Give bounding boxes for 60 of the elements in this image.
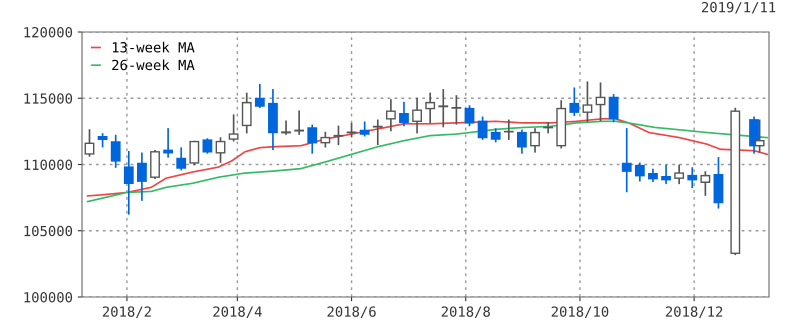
x-tick-label: 2018/4	[213, 306, 262, 318]
candlestick	[307, 124, 318, 154]
candlestick	[648, 168, 658, 182]
candlestick	[543, 122, 554, 134]
y-tick-label: 115000	[24, 93, 72, 104]
candlestick	[596, 82, 606, 122]
candlestick	[281, 120, 291, 135]
candlestick	[582, 81, 592, 122]
candlestick	[490, 128, 501, 142]
candlestick	[254, 84, 265, 108]
candlestick	[372, 120, 383, 146]
candlestick	[530, 128, 540, 153]
candlestick	[294, 110, 304, 135]
candlestick	[687, 167, 698, 188]
x-tick-label: 2018/8	[442, 306, 490, 318]
x-tick-label: 2018/10	[552, 306, 608, 318]
candlestick	[517, 130, 527, 154]
candlestick	[634, 162, 645, 182]
candlestick	[399, 102, 409, 126]
y-tick-label: 110000	[24, 160, 72, 170]
candlestick	[412, 98, 422, 134]
candlestick	[464, 105, 474, 126]
candlestick	[346, 122, 356, 138]
candlestick	[451, 95, 462, 125]
candlestick	[320, 132, 330, 148]
candlestick	[189, 140, 200, 166]
candlestick	[478, 116, 488, 140]
x-tick-label: 2018/6	[328, 306, 376, 318]
candlestick	[360, 122, 370, 136]
candlestick	[84, 129, 94, 157]
candlestick	[176, 147, 186, 170]
legend-label: 26-week MA	[112, 59, 195, 70]
candlestick	[425, 92, 436, 124]
x-tick-label: 2018/2	[102, 306, 151, 318]
candlestick	[334, 126, 344, 146]
y-tick-label: 120000	[24, 27, 72, 38]
candlestick	[202, 138, 212, 154]
candlestick	[124, 150, 134, 215]
candlestick	[110, 134, 121, 168]
candlestick	[608, 94, 619, 122]
y-tick-label: 100000	[24, 292, 72, 303]
candlestick	[216, 137, 226, 163]
candlestick	[163, 128, 174, 158]
legend-label: 13-week MA	[112, 42, 195, 53]
candlestick	[754, 120, 765, 153]
text: 2019/1/11	[702, 2, 776, 14]
candlestick	[386, 99, 396, 132]
candlestick	[661, 164, 671, 184]
candlestick	[242, 92, 252, 134]
candlestick	[438, 89, 448, 128]
candlestick	[228, 114, 239, 142]
candlestick	[504, 120, 514, 140]
candlestick	[700, 171, 710, 196]
candlestick	[674, 164, 684, 184]
candlestick	[136, 152, 147, 201]
y-tick-label: 105000	[24, 226, 72, 236]
candlestick	[622, 128, 632, 192]
x-tick-label: 2018/12	[666, 306, 722, 318]
candlestick	[569, 87, 580, 116]
candlestick	[98, 133, 108, 148]
